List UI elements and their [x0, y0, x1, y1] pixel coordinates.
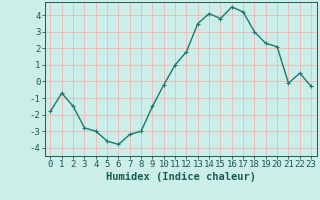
X-axis label: Humidex (Indice chaleur): Humidex (Indice chaleur) [106, 172, 256, 182]
